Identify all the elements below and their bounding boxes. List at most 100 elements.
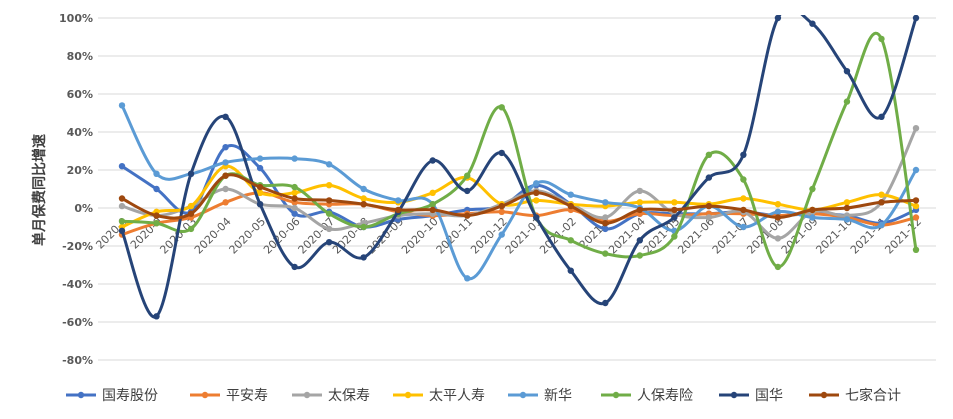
legend-label: 太平人寿 (429, 387, 485, 404)
legend-item: 平安寿 (190, 387, 268, 404)
data-point (429, 189, 436, 196)
data-point (118, 195, 126, 202)
series-lines (118, 15, 920, 320)
data-point (774, 235, 782, 242)
y-tick-label: 20% (67, 164, 93, 177)
legend-swatch-marker (303, 391, 311, 399)
data-point (809, 185, 816, 193)
legend-item: 国华 (719, 388, 783, 404)
data-point (843, 199, 851, 206)
y-tick-label: 60% (67, 88, 93, 101)
data-point (533, 197, 540, 204)
data-point (878, 191, 885, 198)
data-point (222, 144, 229, 151)
data-point (153, 185, 160, 193)
data-point (602, 220, 609, 227)
legend-item: 太平人寿 (393, 387, 485, 404)
series-7 (118, 172, 920, 227)
data-point (222, 159, 229, 166)
data-point (118, 227, 126, 234)
data-point (705, 202, 713, 210)
data-point (912, 202, 920, 210)
data-point (878, 113, 885, 121)
data-point (153, 220, 160, 227)
data-point (636, 252, 644, 259)
data-point (222, 172, 229, 179)
legend-swatch-marker (201, 391, 209, 399)
data-point (843, 98, 851, 105)
data-point (636, 206, 644, 214)
y-tick-label: -60% (62, 316, 93, 329)
data-point (843, 204, 851, 212)
data-point (878, 199, 885, 206)
y-tick-label: 100% (59, 12, 93, 25)
legend-swatch-marker (820, 391, 828, 399)
data-point (912, 246, 920, 253)
data-point (705, 214, 713, 221)
data-point (912, 166, 920, 174)
data-point (464, 212, 471, 219)
data-point (671, 199, 678, 206)
legend-label: 人保寿险 (637, 387, 693, 404)
data-point (567, 237, 574, 244)
data-point (325, 225, 333, 233)
legend-swatch-marker (612, 391, 620, 399)
data-point (118, 218, 126, 225)
data-point (498, 202, 505, 210)
legend-item: 七家合计 (809, 387, 901, 404)
data-point (187, 170, 195, 177)
data-point (774, 214, 782, 221)
legend-swatch-marker (730, 391, 738, 399)
data-point (222, 199, 229, 206)
data-point (498, 149, 505, 157)
data-point (394, 197, 402, 204)
data-point (291, 155, 298, 162)
legend: 国寿股份 平安寿 太保寿 太平人寿 新华 人保寿险 国华 七家合计 (66, 387, 901, 404)
data-point (291, 183, 298, 191)
legend-label: 七家合计 (845, 387, 901, 404)
data-point (774, 201, 782, 208)
data-point (222, 185, 229, 193)
data-point (602, 214, 609, 221)
data-point (774, 208, 782, 215)
legend-item: 新华 (508, 388, 572, 404)
data-point (774, 263, 782, 271)
data-point (636, 187, 644, 195)
data-point (464, 187, 471, 195)
data-point (498, 231, 505, 238)
data-point (533, 189, 540, 196)
data-point (498, 208, 505, 215)
data-point (740, 195, 747, 202)
series-line (120, 103, 918, 281)
data-point (602, 299, 609, 307)
data-point (533, 214, 540, 221)
data-point (256, 183, 264, 191)
data-point (325, 210, 333, 217)
data-point (843, 216, 851, 223)
data-point (187, 210, 195, 217)
legend-label: 平安寿 (226, 387, 268, 404)
data-point (360, 254, 367, 261)
data-point (222, 113, 229, 121)
data-point (291, 210, 298, 217)
data-point (809, 206, 816, 214)
legend-swatch-marker (404, 391, 412, 399)
data-point (774, 15, 782, 22)
y-axis-label: 单月保费同比增速 (31, 134, 48, 246)
data-point (912, 197, 920, 204)
legend-item: 国寿股份 (66, 387, 158, 404)
data-point (187, 202, 195, 210)
data-point (878, 221, 885, 229)
data-point (360, 201, 367, 208)
legend-label: 国华 (755, 388, 783, 404)
data-point (498, 104, 505, 111)
legend-label: 新华 (544, 388, 572, 404)
legend-label: 太保寿 (328, 387, 370, 404)
data-point (291, 189, 298, 196)
y-tick-label: -20% (62, 240, 93, 253)
data-point (256, 164, 264, 172)
data-point (740, 176, 747, 183)
series-6 (118, 15, 920, 320)
y-tick-label: -40% (62, 278, 93, 291)
